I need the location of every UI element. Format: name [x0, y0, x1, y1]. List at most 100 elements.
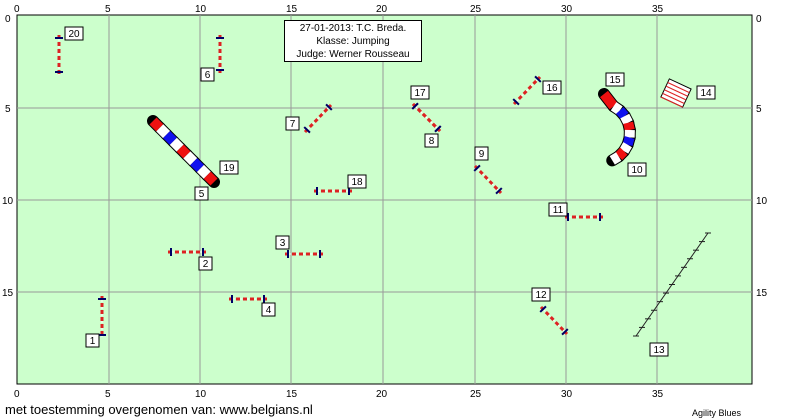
credit-text: met toestemming overgenomen van: www.bel… [5, 402, 313, 417]
jump-bar [473, 164, 503, 195]
number-box [474, 146, 489, 161]
jump-bar [539, 305, 569, 336]
number-box [696, 85, 716, 100]
number-text: 7 [290, 119, 296, 130]
number-box [649, 342, 669, 357]
tunnel-segment [196, 164, 211, 179]
jump-stand [512, 98, 520, 106]
number-box [219, 160, 239, 175]
jump-obstacle-2 [168, 248, 206, 256]
course-date-club: 27-01-2013: T.C. Breda. [299, 23, 407, 34]
number-text: 20 [68, 29, 80, 40]
number-text: 4 [266, 305, 272, 316]
tunnel-segment [176, 144, 191, 159]
tunnel-segment [190, 158, 204, 172]
jump-bar-stripe [304, 104, 332, 133]
number-text: 16 [546, 83, 558, 94]
obstacle-number-14: 14 [696, 85, 716, 100]
course-class: Klasse: Jumping [316, 36, 390, 47]
brand-text: Agility Blues [692, 408, 742, 418]
obstacle-number-3: 3 [275, 235, 290, 250]
number-box [531, 287, 551, 302]
tire-stripe [665, 85, 688, 97]
number-box [548, 202, 568, 217]
jump-obstacle-4 [229, 295, 267, 303]
number-box [261, 302, 276, 317]
number-box [605, 72, 625, 87]
tunnel-segment [600, 90, 618, 110]
jump-stand [434, 125, 442, 133]
x-tick-top: 5 [105, 4, 111, 15]
x-tick-top: 20 [376, 4, 388, 15]
jump-obstacle-3 [285, 250, 323, 258]
jump-stand [411, 102, 419, 110]
jump-obstacle-6 [216, 35, 224, 73]
number-text: 15 [609, 75, 621, 86]
x-tick-bottom: 20 [376, 389, 388, 400]
jump-bar-stripe [513, 76, 541, 105]
jump-stand [303, 126, 311, 134]
number-text: 10 [631, 165, 643, 176]
tire-obstacle-14 [660, 78, 692, 108]
x-tick-top: 35 [652, 4, 664, 15]
number-text: 5 [199, 189, 205, 200]
jump-obstacle-20 [55, 35, 63, 75]
obstacle-number-8: 8 [424, 133, 439, 148]
tunnel-obstacle-5-19 [147, 115, 220, 188]
number-box [85, 333, 100, 348]
grid [17, 15, 752, 384]
number-text: 2 [203, 259, 209, 270]
obstacle-number-7: 7 [285, 116, 300, 131]
tunnel-segment [156, 124, 171, 139]
obstacle-number-20: 20 [64, 26, 84, 41]
number-box [198, 256, 213, 271]
number-text: 19 [223, 163, 235, 174]
jump-obstacle-17 [411, 102, 442, 133]
obstacle-number-1: 1 [85, 333, 100, 348]
tunnel-segment [620, 113, 633, 125]
obstacle-number-5: 5 [194, 186, 209, 201]
number-text: 3 [280, 238, 286, 249]
jump-bar [303, 103, 333, 134]
number-box [194, 186, 209, 201]
tunnel-segment [610, 102, 623, 115]
jump-stand [495, 187, 503, 195]
obstacle-number-10: 10 [627, 162, 647, 177]
jump-obstacle-7 [303, 103, 333, 134]
obstacle-number-6: 6 [200, 67, 215, 82]
x-tick-top: 0 [14, 4, 20, 15]
obstacle-number-19: 19 [219, 160, 239, 175]
x-tick-top: 15 [286, 4, 298, 15]
jump-obstacle-16 [512, 75, 542, 106]
number-text: 6 [205, 70, 211, 81]
tunnel-segment [149, 117, 164, 132]
jump-bar-stripe [412, 103, 441, 132]
tunnel-segment [203, 171, 218, 186]
number-box [285, 116, 300, 131]
tunnel-segment [615, 147, 628, 160]
weave-poles-13 [633, 232, 711, 337]
obstacle-number-4: 4 [261, 302, 276, 317]
axis-ticks: 0 5 10 15 20 25 30 35 0 5 10 15 20 25 30… [2, 4, 768, 400]
y-tick-right: 5 [756, 104, 762, 115]
jump-stand [539, 305, 547, 313]
number-text: 12 [535, 290, 547, 301]
y-tick-right: 15 [756, 288, 768, 299]
obstacle-number-9: 9 [474, 146, 489, 161]
x-tick-bottom: 25 [470, 389, 482, 400]
x-tick-top: 10 [195, 4, 207, 15]
obstacle-number-11: 11 [548, 202, 568, 217]
number-box [424, 133, 439, 148]
number-box [542, 80, 562, 95]
tunnel-segment [622, 136, 635, 147]
number-text: 14 [700, 88, 712, 99]
tunnel-segment [609, 152, 622, 165]
obstacle-number-18: 18 [347, 174, 367, 189]
jump-stand [325, 103, 333, 111]
tunnel-segment [169, 137, 184, 152]
course-info-box: 27-01-2013: T.C. Breda. Klasse: Jumping … [284, 20, 422, 62]
number-box [627, 162, 647, 177]
x-tick-bottom: 30 [561, 389, 573, 400]
tire-stripe [664, 89, 687, 101]
